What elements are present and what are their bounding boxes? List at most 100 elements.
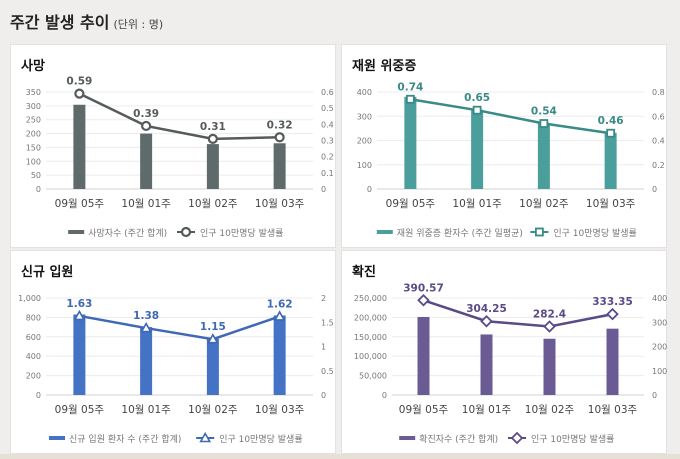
data-label: 1.62 [267, 298, 293, 310]
bar [140, 327, 153, 395]
x-tick-label: 10월 02주 [188, 404, 238, 416]
y-right-tick-label: 0.4 [652, 137, 665, 146]
marker-circle [74, 88, 85, 99]
y-left-tick-label: 300 [357, 112, 372, 121]
x-tick-label: 10월 01주 [121, 404, 171, 416]
unit-label: (단위 : 명) [113, 18, 164, 31]
marker-triangle [140, 321, 152, 333]
y-left-tick-label: 200 [26, 130, 41, 139]
data-label: 0.32 [267, 119, 293, 131]
y-left-tick-label: 400 [26, 352, 41, 361]
y-right-tick-label: 0.3 [321, 137, 334, 146]
y-right-tick-label: 300 [652, 318, 667, 327]
x-tick-label: 09월 05주 [55, 404, 105, 416]
x-tick-label: 10월 03주 [588, 404, 638, 416]
marker-triangle [73, 309, 86, 321]
x-tick-label: 09월 05주 [386, 198, 436, 210]
marker-square [472, 105, 482, 115]
chart-title: 확진 [352, 265, 376, 280]
x-tick-label: 10월 01주 [452, 198, 502, 210]
y-right-tick-label: 0.5 [321, 104, 334, 113]
legend-bar-label: 사망자수 (주간 합계) [88, 227, 167, 239]
marker-diamond [510, 431, 524, 445]
chart-confirmed: 0 50,000 100,000 150,000 200,000 250,000 0 100 2… [354, 282, 667, 445]
y-right-tick-label: 0.5 [321, 367, 334, 376]
y-left-tick-label: 300 [26, 102, 41, 111]
legend-bar-label: 재원 위중증 환자수 (주간 일평균) [397, 227, 523, 239]
chart-title: 재원 위중증 [352, 59, 417, 74]
bar [73, 314, 86, 395]
bar [273, 143, 286, 189]
panel-confirmed: 확진 0 50,000 100,000 150,000 200,000 250,000 0 10… [341, 250, 667, 454]
x-tick-label: 10월 02주 [519, 198, 569, 210]
series-line [423, 299, 613, 328]
marker-circle [207, 133, 218, 144]
x-tick-label: 10월 03주 [586, 198, 636, 210]
series-line [79, 314, 281, 341]
bar [471, 109, 484, 189]
marker-triangle [207, 333, 219, 344]
y-left-tick-label: 100 [26, 157, 41, 166]
marker-triangle [199, 431, 212, 443]
y-left-tick-label: 200,000 [354, 313, 387, 322]
x-tick-label: 10월 01주 [462, 404, 512, 416]
chart-title: 사망 [21, 59, 45, 74]
y-right-tick-label: 0.2 [321, 153, 334, 162]
marker-circle [180, 226, 192, 238]
y-left-tick-label: 350 [26, 88, 41, 97]
data-label: 0.31 [200, 121, 226, 133]
marker-diamond [543, 320, 556, 333]
marker-triangle [273, 310, 286, 321]
bar [404, 96, 417, 189]
y-left-tick-label: 150,000 [354, 333, 387, 342]
y-right-tick-label: 0.6 [652, 112, 665, 121]
y-left-tick-label: 100 [357, 161, 372, 170]
y-left-tick-label: 200 [26, 372, 41, 381]
bar [604, 132, 617, 189]
data-label: 0.54 [531, 106, 557, 118]
y-left-tick-label: 0 [382, 391, 387, 400]
legend-line-label: 인구 10만명당 발생률 [553, 228, 636, 239]
marker-circle [274, 132, 285, 143]
series-line [410, 98, 611, 135]
marker-square [606, 128, 616, 138]
bar [206, 338, 219, 395]
chart-deaths: 0 50 100 150 200 250 300 350 0 0.1 0.2 0.3 0.4 0.5 0.6… [26, 76, 334, 239]
marker-diamond [606, 307, 619, 321]
data-label: 0.39 [133, 108, 159, 120]
y-left-tick-label: 1,000 [18, 294, 41, 303]
bar [537, 123, 550, 189]
panel-admissions: 신규 입원 0 200 400 600 800 1,000 0 0.5 1 1.5 2 1.63 1.38… [10, 250, 336, 454]
y-right-tick-label: 0.1 [321, 169, 334, 178]
y-right-tick-label: 0.2 [652, 161, 665, 170]
y-left-tick-label: 400 [357, 88, 372, 97]
data-label: 0.65 [464, 92, 490, 104]
legend-line-label: 인구 10만명당 발생률 [531, 434, 614, 445]
bar [480, 334, 493, 395]
panel-severe: 재원 위중증 0 100 200 300 400 0 0.2 0.4 0.6 0.8 0.74 0.65… [341, 44, 667, 248]
data-label: 1.63 [66, 298, 92, 310]
bottom-strip [0, 454, 680, 459]
y-left-tick-label: 600 [26, 333, 41, 342]
bar [417, 317, 430, 395]
data-label: 1.15 [200, 321, 226, 333]
bar [140, 133, 153, 189]
marker-square [405, 94, 415, 104]
bar [73, 104, 86, 189]
x-tick-label: 09월 05주 [55, 198, 105, 210]
y-right-tick-label: 200 [652, 343, 667, 352]
marker-square [539, 119, 549, 128]
chart-severe: 0 100 200 300 400 0 0.2 0.4 0.6 0.8 0.74 0.65 0.54 0.… [357, 81, 665, 239]
x-tick-label: 10월 03주 [255, 198, 305, 210]
panel-deaths: 사망 0 50 100 150 200 250 300 350 0 0.1 0.2 0.3 0.4 0.5 0… [10, 44, 336, 248]
data-label: 304.25 [466, 303, 507, 315]
y-left-tick-label: 50 [31, 171, 41, 180]
bar [606, 328, 619, 395]
data-label: 0.74 [397, 81, 423, 93]
y-left-tick-label: 0 [36, 185, 41, 194]
legend-bar-swatch [376, 230, 393, 234]
data-label: 282.4 [533, 309, 566, 321]
chart-admissions: 0 200 400 600 800 1,000 0 0.5 1 1.5 2 1.63 1.38 1.15 1… [18, 294, 334, 445]
bar [543, 338, 556, 395]
marker-diamond [480, 314, 493, 328]
